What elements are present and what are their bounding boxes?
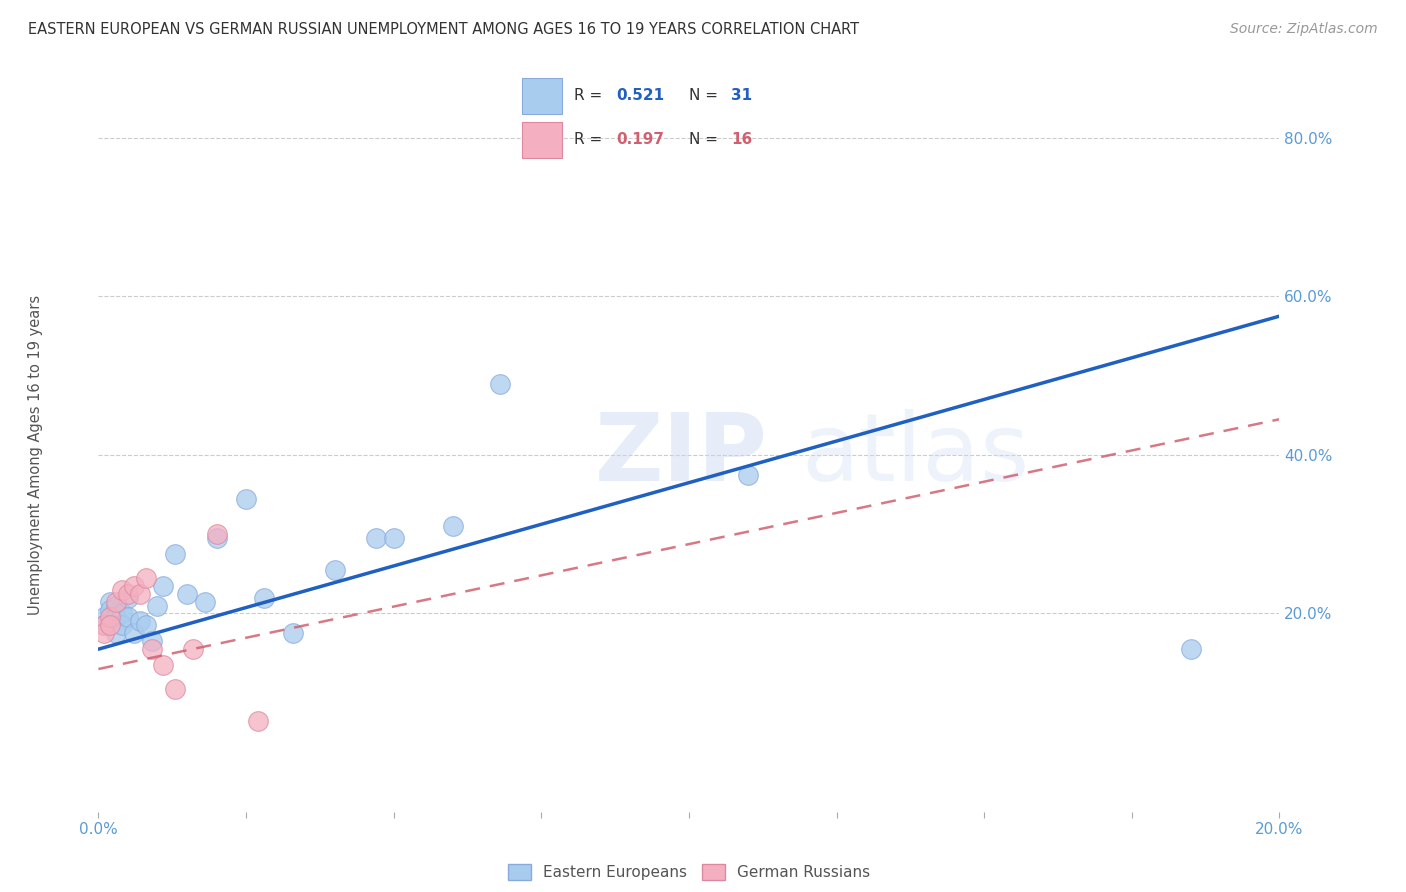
Point xyxy=(737,467,759,482)
Point xyxy=(194,594,217,608)
Text: 16: 16 xyxy=(731,132,752,147)
Text: 0.521: 0.521 xyxy=(616,88,664,103)
Text: Source: ZipAtlas.com: Source: ZipAtlas.com xyxy=(1230,22,1378,37)
Point xyxy=(117,587,139,601)
Point xyxy=(128,587,150,601)
Point xyxy=(323,563,346,577)
Point xyxy=(111,618,134,632)
Point xyxy=(165,547,187,561)
Point xyxy=(1180,642,1202,657)
Point xyxy=(246,714,269,728)
Point xyxy=(105,626,128,640)
Text: 0.197: 0.197 xyxy=(616,132,664,147)
Point xyxy=(253,591,276,605)
Point xyxy=(235,491,257,506)
Point xyxy=(111,607,134,621)
Point xyxy=(146,599,169,613)
Point xyxy=(489,376,512,391)
Point xyxy=(98,594,121,608)
Point xyxy=(283,626,305,640)
Point xyxy=(122,626,145,640)
Point xyxy=(98,602,121,616)
Point xyxy=(111,582,134,597)
Text: N =: N = xyxy=(689,132,723,147)
Point xyxy=(135,618,157,632)
Text: N =: N = xyxy=(689,88,723,103)
Text: R =: R = xyxy=(574,132,607,147)
Text: Unemployment Among Ages 16 to 19 years: Unemployment Among Ages 16 to 19 years xyxy=(28,295,42,615)
FancyBboxPatch shape xyxy=(522,78,561,113)
Point xyxy=(176,587,198,601)
Point xyxy=(117,610,139,624)
Point xyxy=(98,618,121,632)
Point xyxy=(205,531,228,545)
Point xyxy=(93,618,115,632)
Point xyxy=(152,579,174,593)
FancyBboxPatch shape xyxy=(522,122,561,158)
Point xyxy=(441,519,464,533)
Point xyxy=(128,615,150,629)
Point xyxy=(181,642,204,657)
Point xyxy=(205,527,228,541)
Point xyxy=(382,531,405,545)
Text: ZIP: ZIP xyxy=(595,409,768,501)
Point xyxy=(152,658,174,673)
Point xyxy=(105,610,128,624)
Point xyxy=(98,610,121,624)
Text: atlas: atlas xyxy=(801,409,1029,501)
Point xyxy=(141,642,163,657)
Point xyxy=(105,599,128,613)
Text: 31: 31 xyxy=(731,88,752,103)
Point xyxy=(364,531,387,545)
Point xyxy=(93,610,115,624)
Text: EASTERN EUROPEAN VS GERMAN RUSSIAN UNEMPLOYMENT AMONG AGES 16 TO 19 YEARS CORREL: EASTERN EUROPEAN VS GERMAN RUSSIAN UNEMP… xyxy=(28,22,859,37)
Point xyxy=(122,579,145,593)
Point xyxy=(117,591,139,605)
Point xyxy=(105,594,128,608)
Point xyxy=(135,571,157,585)
Point xyxy=(141,634,163,648)
Legend: Eastern Europeans, German Russians: Eastern Europeans, German Russians xyxy=(502,858,876,886)
Text: R =: R = xyxy=(574,88,607,103)
Point xyxy=(93,618,115,632)
Point xyxy=(165,681,187,696)
Point xyxy=(93,626,115,640)
